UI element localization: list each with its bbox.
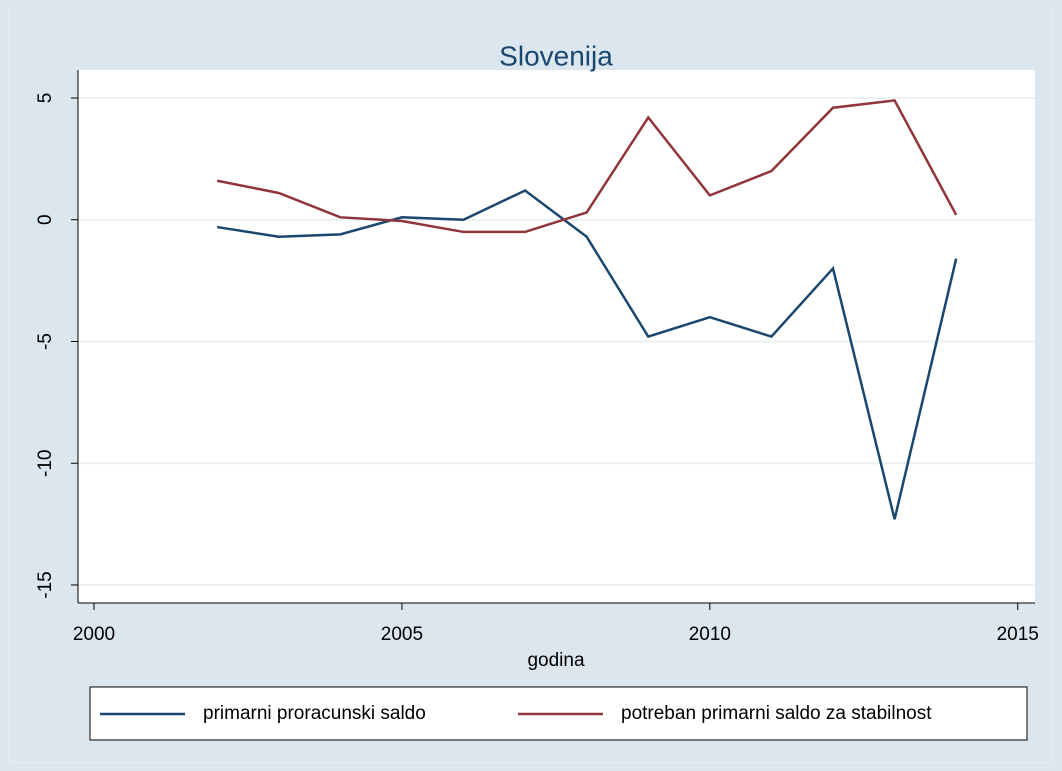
series-line bbox=[216, 189, 958, 520]
y-tick-label: -10 bbox=[35, 450, 56, 477]
x-axis-label: godina bbox=[527, 650, 584, 671]
series-line bbox=[216, 99, 958, 234]
y-tick-label: -15 bbox=[35, 571, 56, 598]
y-tick-label: 0 bbox=[35, 214, 56, 225]
y-tick-label: 5 bbox=[35, 93, 56, 104]
plot-area bbox=[78, 70, 1035, 603]
x-tick-label: 2000 bbox=[73, 624, 115, 645]
legend-label: potreban primarni saldo za stabilnost bbox=[621, 703, 932, 724]
y-tick-label: -5 bbox=[35, 333, 56, 350]
x-tick-label: 2015 bbox=[997, 624, 1039, 645]
x-tick-label: 2010 bbox=[689, 624, 731, 645]
frame bbox=[8, 7, 1054, 764]
legend-label: primarni proracunski saldo bbox=[203, 703, 426, 724]
chart-title: Slovenija bbox=[499, 40, 613, 71]
x-tick-label: 2005 bbox=[381, 624, 423, 645]
